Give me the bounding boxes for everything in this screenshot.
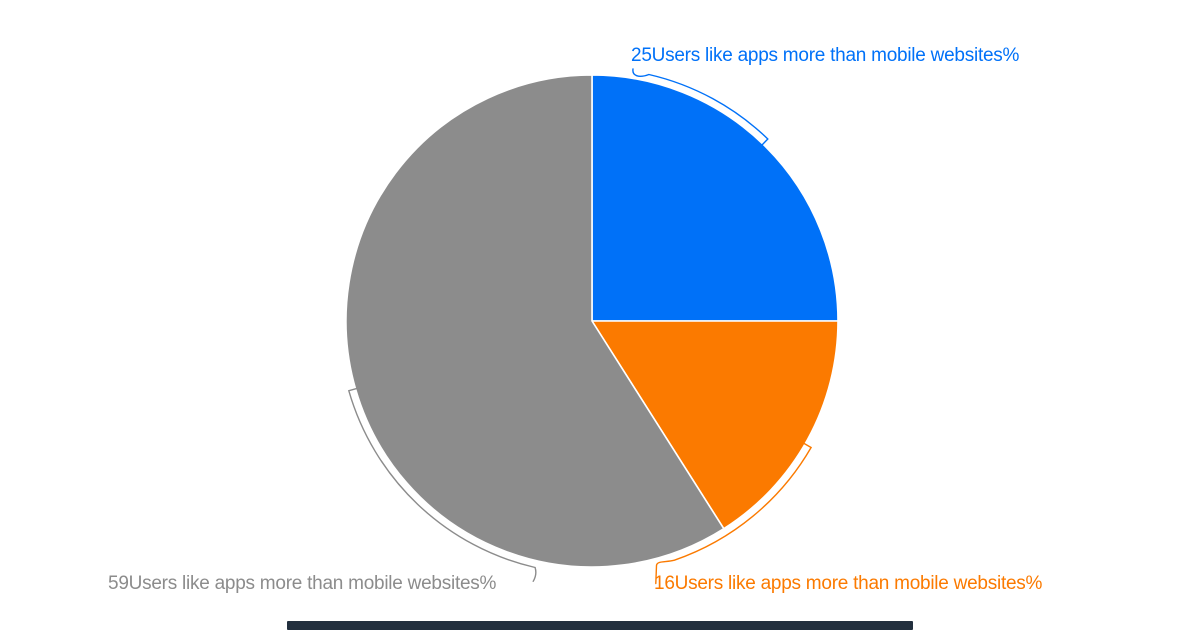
bottom-bar (287, 621, 913, 630)
label-slice-gray: 59Users like apps more than mobile websi… (108, 573, 497, 594)
callout-line-0 (632, 68, 769, 147)
pie-slice-1[interactable] (591, 320, 839, 530)
callout-line-1 (655, 442, 813, 585)
pie-slice-2[interactable] (345, 74, 725, 568)
label-slice-blue: 25Users like apps more than mobile websi… (631, 45, 1020, 66)
pie-slice-0[interactable] (591, 74, 839, 322)
callout-line-2 (347, 387, 537, 582)
label-slice-orange: 16Users like apps more than mobile websi… (654, 573, 1043, 594)
